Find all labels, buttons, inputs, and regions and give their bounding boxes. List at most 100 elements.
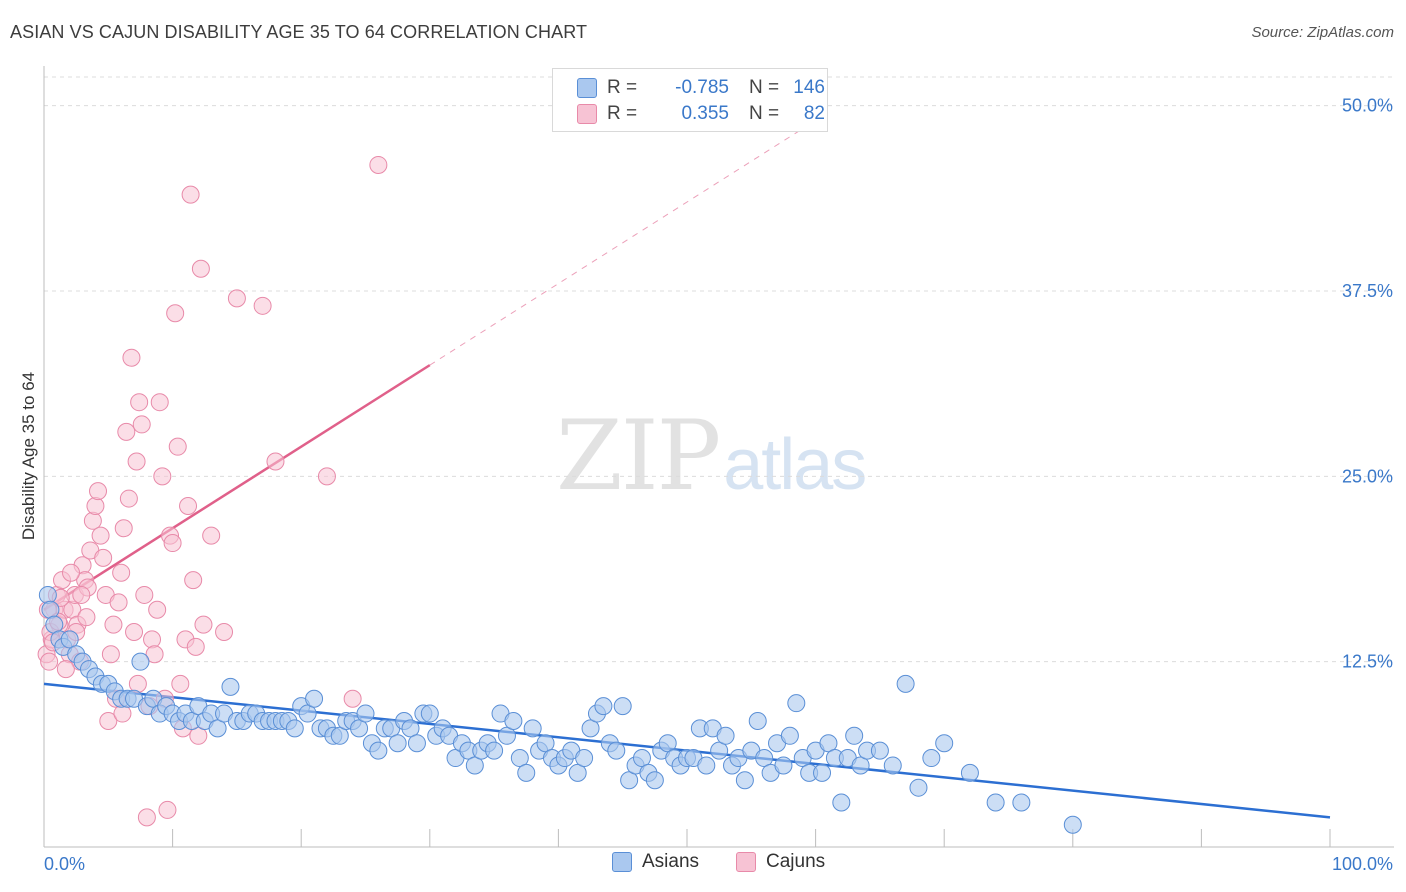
legend-n-label: N = [749,103,780,124]
cajun-point [119,489,138,508]
cajun-point [266,452,285,471]
cajun-point [101,645,120,664]
asian-point [41,600,60,619]
asian-point [465,756,484,775]
cajun-point [114,519,133,538]
cajun-point [227,289,246,308]
cajun-point [77,608,96,627]
cajun-point [117,422,136,441]
cajun-point [130,393,149,412]
asian-point [420,704,439,723]
cajun-point [104,615,123,634]
asians-legend-label: Asians [642,851,700,872]
asian-point [536,734,555,753]
legend-row-cajuns: R = 0.355 N = 82 [577,102,825,126]
cajun-point [89,482,108,501]
asians-swatch [577,78,597,98]
cajun-point [369,155,388,174]
legend-n-value: 82 [803,103,825,124]
cajun-point [253,296,272,315]
asian-point [780,726,799,745]
asian-point [896,674,915,693]
source-label: Source: ZipAtlas.com [1251,24,1394,41]
cajun-point [166,304,185,323]
chart-title: ASIAN VS CAJUN DISABILITY AGE 35 TO 64 C… [10,22,588,42]
asian-point [581,719,600,738]
cajun-point [94,548,113,567]
asian-point [935,734,954,753]
asian-point [851,756,870,775]
asian-point [620,771,639,790]
cajun-point [179,496,198,515]
cajun-point [132,415,151,434]
y-axis-label: Disability Age 35 to 64 [19,372,38,540]
legend-row-asians: R = -0.785 N = 146 [577,76,825,100]
tick-labels: 12.5% 25.0% 37.5% 50.0% 0.0% 100.0% [44,96,1393,874]
x-tick-label: 0.0% [44,854,85,874]
cajun-point [343,689,362,708]
cajun-point [72,585,91,604]
cajun-point [153,467,172,486]
cajun-point [181,185,200,204]
asian-points [38,585,1082,834]
asian-point [208,719,227,738]
asian-point [632,749,651,768]
asian-point [774,756,793,775]
asian-point [883,756,902,775]
legend-r-value: 0.355 [681,103,729,124]
asian-point [645,771,664,790]
legend-r-label: R = [607,77,638,98]
legend-n-value: 146 [793,77,825,98]
cajun-point [40,652,59,671]
cajun-point [215,623,234,642]
cajun-point [112,563,131,582]
cajuns-legend-label: Cajuns [766,851,826,872]
bottom-legend-cajuns: Cajuns [736,851,825,873]
y-tick-label: 37.5% [1342,281,1393,301]
legend-r-label: R = [607,103,638,124]
asian-point [350,719,369,738]
asian-point [356,704,375,723]
cajun-point [317,467,336,486]
asian-point [613,697,632,716]
asian-point [401,719,420,738]
cajun-point [171,674,190,693]
asian-point [819,734,838,753]
cajuns-swatch [577,104,597,124]
asian-point [870,741,889,760]
asian-point [221,677,240,696]
cajun-point [56,660,75,679]
asian-point [510,749,529,768]
asian-point [38,585,57,604]
cajun-point [145,645,164,664]
asian-point [568,763,587,782]
asian-point [305,689,324,708]
asian-point [497,726,516,745]
cajun-point [191,259,210,278]
cajun-point [109,593,128,612]
legend-n-label: N = [749,77,780,98]
watermark: ZIPatlas [556,400,867,512]
cajun-point [86,496,105,515]
asian-point [832,793,851,812]
asian-point [131,652,150,671]
cajun-point [127,452,146,471]
cajun-point [125,623,144,642]
asian-point [485,741,504,760]
cajun-point [194,615,213,634]
y-tick-label: 25.0% [1342,466,1393,486]
cajun-point [122,348,141,367]
cajun-trend-extension [429,120,816,366]
cajun-point [148,600,167,619]
asian-point [369,741,388,760]
cajun-point [202,526,221,545]
cajun-point [128,674,147,693]
cajuns-legend-swatch [736,852,756,872]
asian-point [1012,793,1031,812]
cajun-point [137,808,156,827]
asian-point [960,763,979,782]
asian-point [909,778,928,797]
cajun-point [184,571,203,590]
grid-lines [44,76,1394,663]
